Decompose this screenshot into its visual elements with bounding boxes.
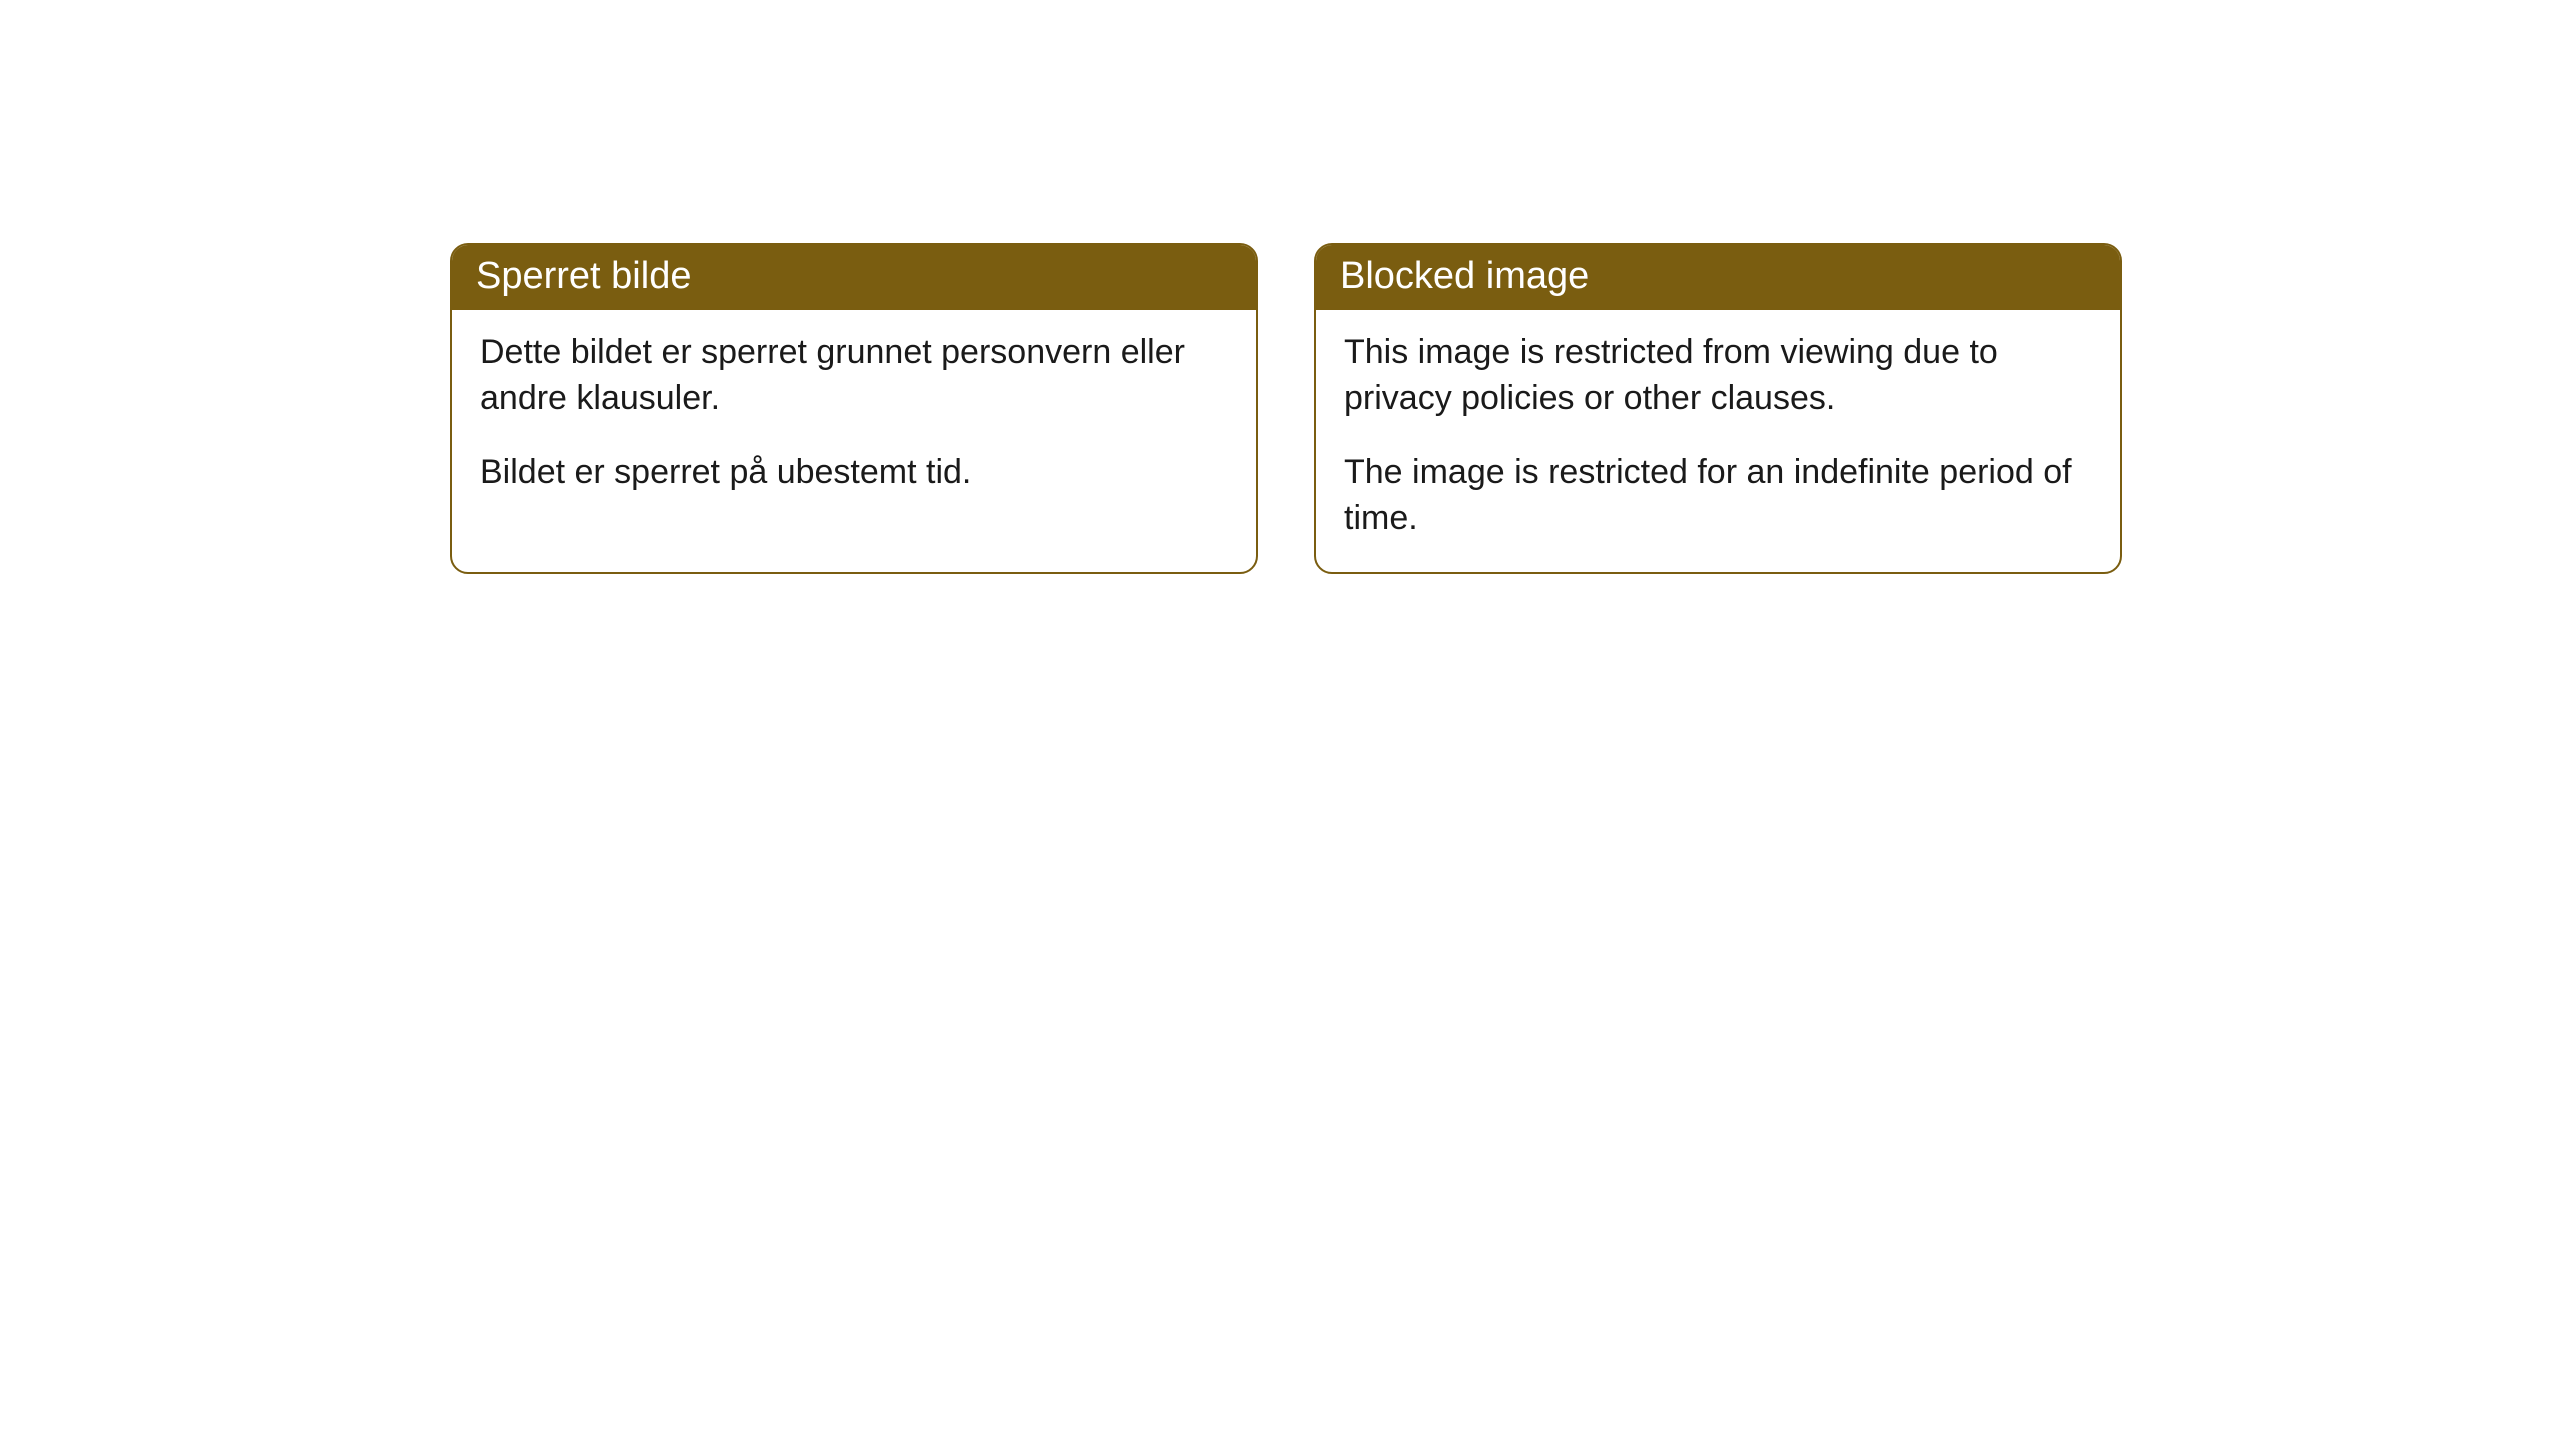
card-header: Blocked image — [1316, 245, 2120, 310]
card-title: Sperret bilde — [476, 255, 691, 297]
card-body: This image is restricted from viewing du… — [1316, 310, 2120, 572]
notice-card-norwegian: Sperret bilde Dette bildet er sperret gr… — [450, 243, 1258, 574]
card-paragraph: The image is restricted for an indefinit… — [1344, 450, 2092, 542]
card-header: Sperret bilde — [452, 245, 1256, 310]
notice-card-container: Sperret bilde Dette bildet er sperret gr… — [450, 243, 2122, 574]
card-paragraph: This image is restricted from viewing du… — [1344, 330, 2092, 422]
card-body: Dette bildet er sperret grunnet personve… — [452, 310, 1256, 526]
card-paragraph: Dette bildet er sperret grunnet personve… — [480, 330, 1228, 422]
card-title: Blocked image — [1340, 255, 1589, 297]
card-paragraph: Bildet er sperret på ubestemt tid. — [480, 450, 1228, 496]
notice-card-english: Blocked image This image is restricted f… — [1314, 243, 2122, 574]
